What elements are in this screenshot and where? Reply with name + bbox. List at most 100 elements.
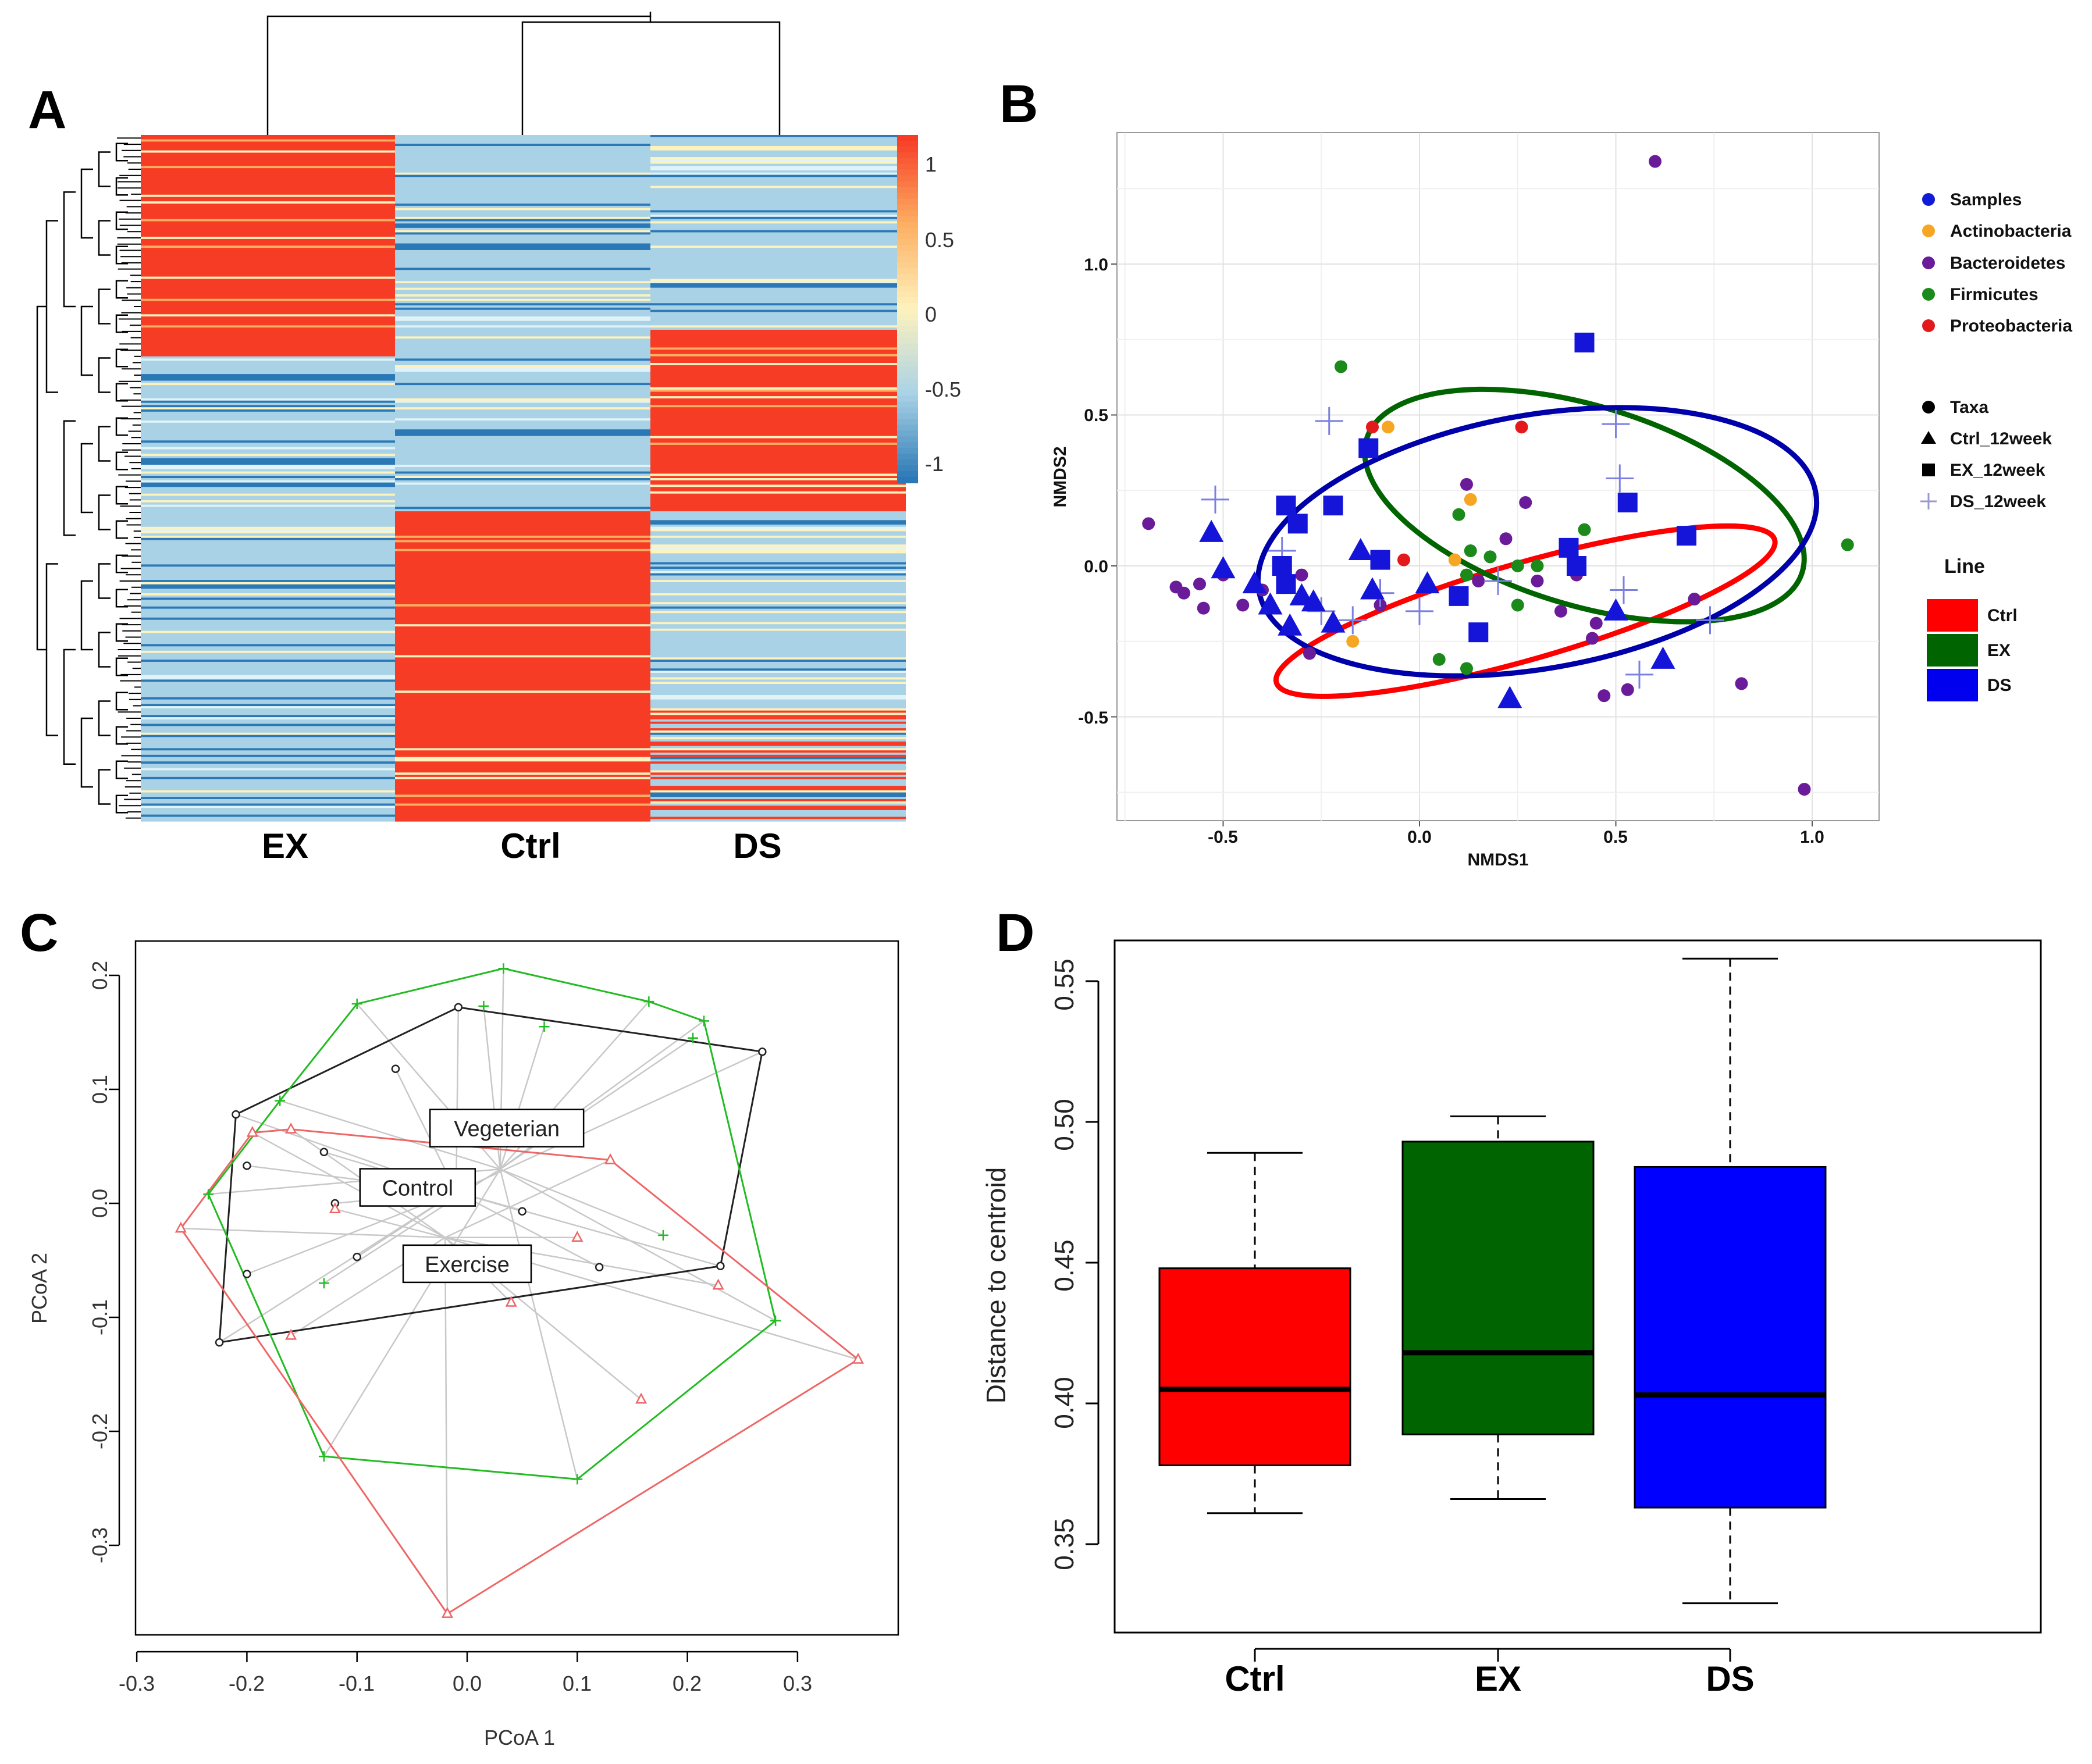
taxa-point-bacteroidetes [1531,574,1544,587]
heatmap-cell-ctrl [395,208,650,211]
colorbar-segment [897,140,918,147]
heatmap-cell-ex [141,438,395,441]
sample-point-ctrl-12week [1258,592,1283,615]
heatmap-cell-ds [650,460,906,463]
heatmap-cell-ctrl [395,724,650,726]
heatmap-cell-ds [650,633,906,636]
heatmap-cell-ds [650,272,906,275]
taxa-point-bacteroidetes [1295,568,1308,582]
heatmap-cell-ex [141,374,395,377]
sample-point-ctrl-12week [1603,598,1628,621]
heatmap-cell-ctrl [395,484,650,487]
heatmap-cell-ctrl [395,551,650,554]
sample-point-ex-12week [1468,622,1489,643]
heatmap-cell-ctrl [395,668,650,671]
heatmap-cell-ex [141,513,395,516]
heatmap-cell-ctrl [395,779,650,782]
heatmap-cell-ex [141,787,395,791]
heatmap-cell-ctrl [395,770,650,773]
heatmap-cell-ds [650,238,906,242]
heatmap-cell-ds [650,270,906,273]
heatmap-cell-ex [141,230,395,233]
heatmap-cell-ex [141,391,395,394]
point-vegeterian [657,1230,668,1241]
heatmap-cell-ds [650,522,906,525]
heatmap-cell-ex [141,672,395,676]
heatmap-cell-ctrl [395,606,650,610]
heatmap-cell-ds [650,141,906,144]
heatmap-cell-ds [650,354,906,357]
heatmap-cell-ex [141,604,395,607]
heatmap-cell-ds [650,318,906,322]
colorbar-segment [897,390,918,397]
heatmap-cell-ctrl [395,427,650,430]
spider-line-exercise [335,1208,446,1239]
legend-line-swatch-ex [1927,634,1978,667]
heatmap-cell-ex [141,642,395,645]
heatmap-cell-ds [650,637,906,640]
spider-line-exercise [444,1237,449,1614]
heatmap-cell-ctrl [395,768,650,771]
heatmap-cell-ctrl [395,210,650,213]
nmds-panel: -0.5 0.0 0.5 1.0 -0.5 0.0 0.5 1.0 NMDS1 … [1051,132,2072,869]
heatmap-cell-ctrl [395,374,650,377]
heatmap-cell-ex [141,243,395,246]
legend-label-firmicutes: Firmicutes [1950,285,2038,304]
heatmap-cell-ctrl [395,177,650,180]
heatmap-cell-ctrl [395,407,650,410]
heatmap-cell-ctrl [395,473,650,476]
heatmap-cell-ds [650,279,906,281]
heatmap-cell-ctrl [395,146,650,149]
heatmap-cell-ds [650,790,906,793]
taxa-point-firmicutes [1531,560,1544,572]
heatmap-cell-ds [650,529,906,532]
heatmap-cell-ds [650,334,906,337]
heatmap-cell-ex [141,139,395,142]
heatmap-cell-ex [141,208,395,211]
point-control [243,1270,251,1278]
heatmap-cell-ex [141,639,395,643]
nmds-xtick-1.0: 1.0 [1800,828,1824,847]
heatmap-cell-ex [141,363,395,366]
heatmap-cell-ex [141,409,395,412]
panel-label-a: A [28,80,66,140]
colorbar-segment [897,286,918,293]
dendrogram-branch [115,383,128,402]
heatmap-cell-ds [650,750,906,753]
heatmap-cell-ds [650,234,906,237]
point-control [319,1148,329,1157]
heatmap-cell-ex [141,628,395,632]
spider-line-exercise [444,1159,611,1238]
heatmap-cell-ex [141,776,395,780]
heatmap-cell-ex [141,367,395,370]
heatmap-cell-ds [650,248,906,251]
heatmap-cell-ds [650,425,906,428]
heatmap-cell-ds [650,144,906,147]
taxa-point-bacteroidetes [1193,578,1206,591]
heatmap-cell-ex [141,721,395,725]
heatmap-cell-ctrl [395,732,650,736]
heatmap-cell-ds [650,753,906,756]
heatmap-cell-ctrl [395,672,650,676]
heatmap-cell-ctrl [395,478,650,481]
heatmap-cell-ex [141,491,395,494]
colorbar-segment [897,222,918,229]
heatmap-cell-ex [141,646,395,649]
heatmap-cell-ex [141,341,395,344]
pcoa-xtick-minus-0.1: -0.1 [339,1672,375,1695]
heatmap-cell-ctrl [395,389,650,393]
heatmap-cell-ctrl [395,655,650,658]
heatmap-cell-ctrl [395,580,650,583]
taxa-point-firmicutes [1464,544,1477,558]
heatmap-cell-ex [141,223,395,226]
heatmap-cell-ctrl [395,520,650,523]
heatmap-cell-ds [650,515,906,519]
heatmap-cell-ctrl [395,730,650,733]
legend-shape-ctrl-12week [1921,431,1936,444]
heatmap-cell-ds [650,418,906,421]
heatmap-cell-ds [650,792,906,795]
heatmap-cell-ctrl [395,416,650,419]
heatmap-cell-ex [141,174,395,177]
heatmap-cell-ctrl [395,553,650,556]
